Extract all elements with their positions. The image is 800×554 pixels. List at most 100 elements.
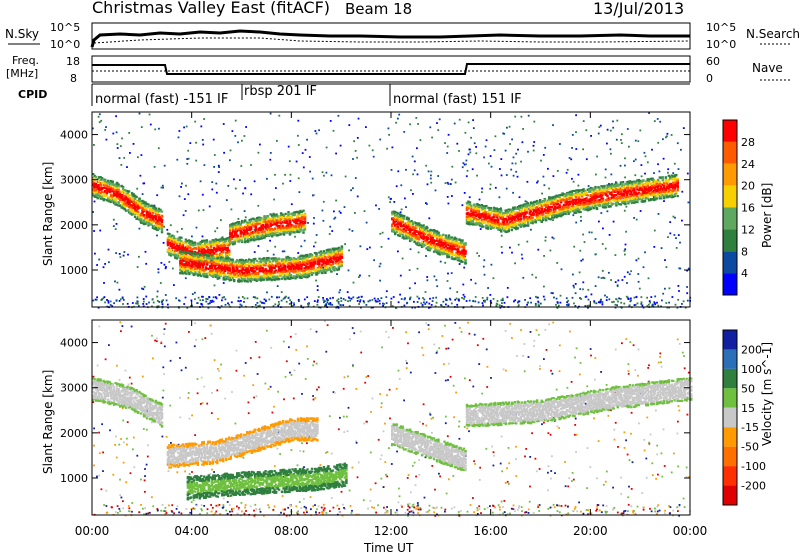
power-cell bbox=[109, 186, 113, 189]
power-cell bbox=[303, 267, 306, 270]
power-cell bbox=[185, 261, 188, 264]
power-speck bbox=[570, 158, 573, 161]
power-cell bbox=[340, 264, 344, 267]
power-speck bbox=[587, 185, 590, 187]
power-cell bbox=[249, 273, 252, 276]
power-ground-speck bbox=[535, 295, 537, 298]
power-cell bbox=[333, 252, 336, 255]
power-speck bbox=[278, 114, 281, 117]
power-cell bbox=[114, 194, 117, 197]
power-cell bbox=[95, 188, 98, 191]
power-speck bbox=[97, 115, 100, 118]
power-cell bbox=[233, 235, 236, 238]
power-cell bbox=[127, 211, 131, 214]
power-speck bbox=[98, 113, 101, 116]
power-cell bbox=[169, 254, 173, 257]
power-speck bbox=[512, 174, 515, 177]
power-cell bbox=[228, 264, 231, 267]
power-cell bbox=[283, 266, 287, 269]
power-speck bbox=[638, 287, 641, 290]
power-speck bbox=[136, 266, 139, 268]
power-ground-speck bbox=[482, 304, 484, 307]
power-cell bbox=[319, 250, 323, 253]
power-cell bbox=[216, 269, 219, 273]
power-cell bbox=[237, 270, 240, 274]
power-cell bbox=[186, 248, 189, 251]
power-speck bbox=[531, 273, 534, 276]
power-cell bbox=[142, 221, 146, 224]
power-cell bbox=[292, 271, 296, 274]
power-speck bbox=[325, 171, 328, 174]
power-speck bbox=[572, 214, 575, 217]
power-cell bbox=[297, 227, 301, 230]
power-cell bbox=[272, 223, 275, 226]
power-cell bbox=[236, 266, 239, 269]
power-speck bbox=[527, 150, 529, 153]
power-speck bbox=[176, 230, 179, 233]
power-cell bbox=[226, 242, 229, 245]
power-cell bbox=[273, 222, 277, 225]
power-speck bbox=[208, 205, 211, 208]
power-speck bbox=[467, 121, 470, 124]
power-cell bbox=[245, 223, 248, 226]
power-cell bbox=[251, 231, 254, 234]
power-cell bbox=[153, 208, 156, 211]
power-speck bbox=[465, 175, 468, 178]
power-cell bbox=[271, 260, 275, 263]
power-cell bbox=[102, 178, 105, 181]
power-speck bbox=[582, 233, 584, 236]
power-cell bbox=[124, 192, 128, 196]
power-speck bbox=[115, 223, 118, 225]
power-speck bbox=[257, 245, 260, 247]
power-speck bbox=[354, 212, 356, 214]
power-cell bbox=[316, 266, 320, 269]
power-speck bbox=[138, 112, 141, 115]
power-cell bbox=[185, 264, 188, 267]
power-cell bbox=[175, 247, 179, 250]
power-cell bbox=[182, 268, 185, 271]
power-speck bbox=[532, 149, 535, 152]
noise-search-label: N.Search bbox=[746, 27, 800, 41]
power-cell bbox=[252, 260, 255, 263]
power-cell bbox=[93, 179, 96, 182]
power-cell bbox=[172, 239, 176, 242]
power-cell bbox=[284, 220, 287, 223]
power-ground-speck bbox=[166, 303, 169, 306]
power-ground-speck bbox=[92, 299, 95, 302]
power-cell bbox=[270, 275, 273, 278]
power-cell bbox=[262, 261, 266, 265]
power-speck bbox=[651, 148, 653, 151]
power-cell bbox=[114, 199, 117, 202]
power-cell bbox=[225, 264, 228, 267]
power-cell bbox=[124, 205, 128, 208]
power-cell bbox=[179, 261, 182, 264]
power-ground-speck bbox=[584, 305, 587, 307]
power-cell bbox=[214, 240, 217, 243]
power-speck bbox=[280, 299, 283, 302]
power-cell bbox=[295, 266, 299, 269]
power-cell bbox=[250, 228, 253, 231]
power-cell bbox=[237, 265, 240, 268]
power-speck bbox=[412, 173, 414, 176]
power-cell bbox=[169, 235, 173, 238]
power-cell bbox=[298, 276, 302, 279]
power-ground-speck bbox=[96, 296, 98, 299]
power-speck bbox=[601, 194, 604, 197]
power-cell bbox=[243, 280, 246, 283]
power-speck bbox=[399, 274, 402, 277]
power-ground-speck bbox=[629, 300, 632, 303]
power-ground-speck bbox=[484, 299, 486, 302]
power-cell bbox=[230, 261, 233, 265]
power-cell bbox=[315, 268, 318, 271]
power-cell bbox=[108, 200, 111, 203]
power-cell bbox=[172, 250, 176, 253]
power-cell bbox=[204, 273, 207, 276]
power-cell bbox=[219, 238, 222, 241]
power-cell bbox=[309, 259, 312, 262]
power-cell bbox=[174, 245, 177, 249]
power-cell bbox=[295, 260, 299, 263]
power-cell bbox=[307, 265, 311, 268]
power-cell bbox=[250, 236, 253, 239]
power-speck bbox=[552, 124, 554, 126]
power-cell bbox=[197, 256, 200, 259]
